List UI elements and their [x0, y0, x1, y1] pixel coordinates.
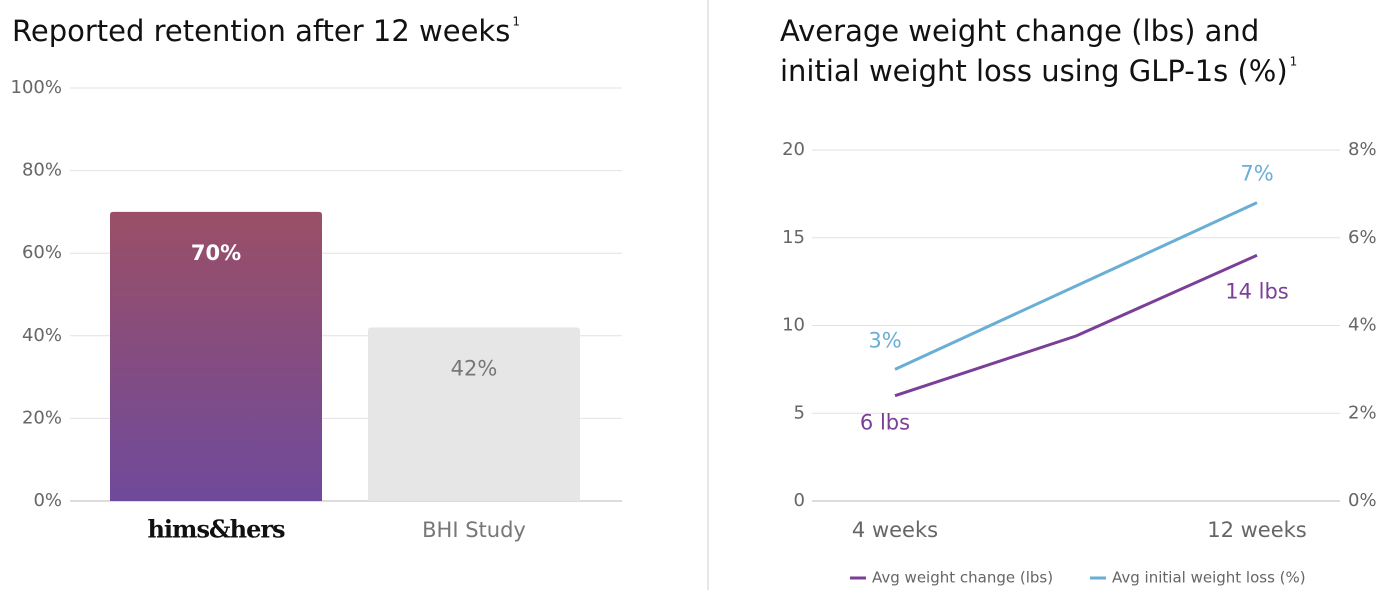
footnote: 1: [1290, 55, 1298, 69]
y-tick-label: 10: [782, 315, 805, 336]
value-label: 7%: [1240, 162, 1273, 186]
bar: [368, 327, 580, 501]
y-tick-label: 20: [782, 139, 805, 160]
y-tick-label: 60%: [22, 242, 62, 263]
value-label: 3%: [868, 328, 901, 352]
y2-tick-label: 2%: [1348, 402, 1377, 423]
series-line: [894, 201, 1258, 371]
legend-label: Avg initial weight loss (%): [1112, 569, 1306, 587]
value-label: 42%: [451, 357, 498, 381]
x-tick-label: BHI Study: [422, 518, 526, 542]
y2-tick-label: 8%: [1348, 139, 1377, 160]
bar: [110, 211, 322, 501]
y-tick-label: 0: [794, 490, 805, 511]
y2-tick-label: 0%: [1348, 490, 1377, 511]
chart-title: Average weight change (lbs) and: [780, 14, 1259, 48]
value-label: 70%: [191, 241, 241, 265]
y-tick-label: 5: [794, 402, 805, 423]
y-tick-label: 0%: [33, 490, 62, 511]
x-tick-label: hims&hers: [147, 515, 285, 544]
legend-label: Avg weight change (lbs): [872, 569, 1053, 587]
y-tick-label: 80%: [22, 160, 62, 181]
footnote: 1: [512, 15, 520, 29]
y2-tick-label: 4%: [1348, 315, 1377, 336]
x-tick-label: 4 weeks: [852, 518, 938, 542]
y2-tick-label: 6%: [1348, 227, 1377, 248]
y-tick-label: 40%: [22, 325, 62, 346]
y-tick-label: 15: [782, 227, 805, 248]
x-tick-label: 12 weeks: [1207, 518, 1307, 542]
chart-title: Reported retention after 12 weeks: [12, 14, 510, 48]
chart-title: initial weight loss using GLP-1s (%): [780, 54, 1288, 88]
y-tick-label: 20%: [22, 407, 62, 428]
value-label: 6 lbs: [860, 411, 910, 435]
value-label: 14 lbs: [1225, 279, 1289, 303]
y-tick-label: 100%: [11, 77, 62, 98]
series-line: [894, 253, 1258, 398]
